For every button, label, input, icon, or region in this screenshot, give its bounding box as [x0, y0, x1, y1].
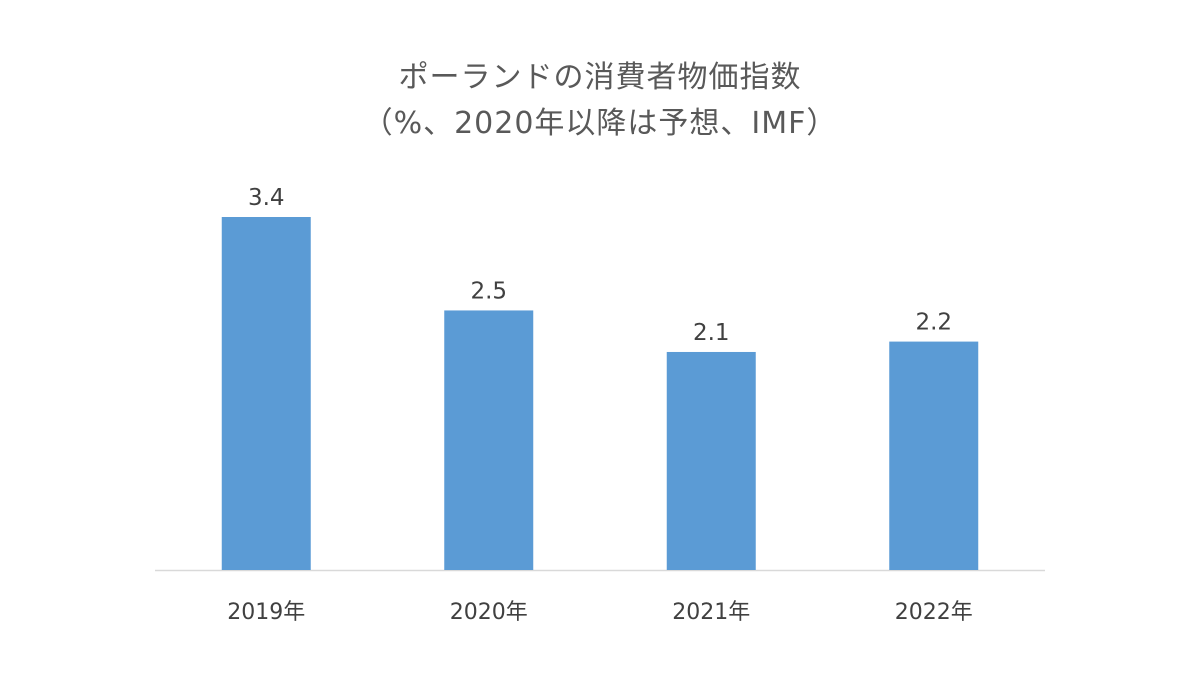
data-label-1: 3.4 — [248, 185, 285, 211]
data-label-4: 2.2 — [915, 310, 952, 336]
data-label-2: 2.5 — [470, 278, 507, 304]
x-tick-label-2: 2020年 — [450, 600, 528, 625]
chart-subtitle: （%、2020年以降は予想、IMF） — [362, 106, 838, 141]
data-label-3: 2.1 — [693, 320, 730, 346]
x-tick-label-1: 2019年 — [227, 600, 305, 625]
bar-1 — [221, 217, 311, 570]
bar-2 — [444, 310, 534, 570]
bar-4 — [889, 341, 979, 570]
x-tick-label-3: 2021年 — [672, 600, 750, 625]
chart-title: ポーランドの消費者物価指数 — [398, 60, 802, 95]
x-tick-label-4: 2022年 — [895, 600, 973, 625]
bar-3 — [666, 351, 756, 570]
